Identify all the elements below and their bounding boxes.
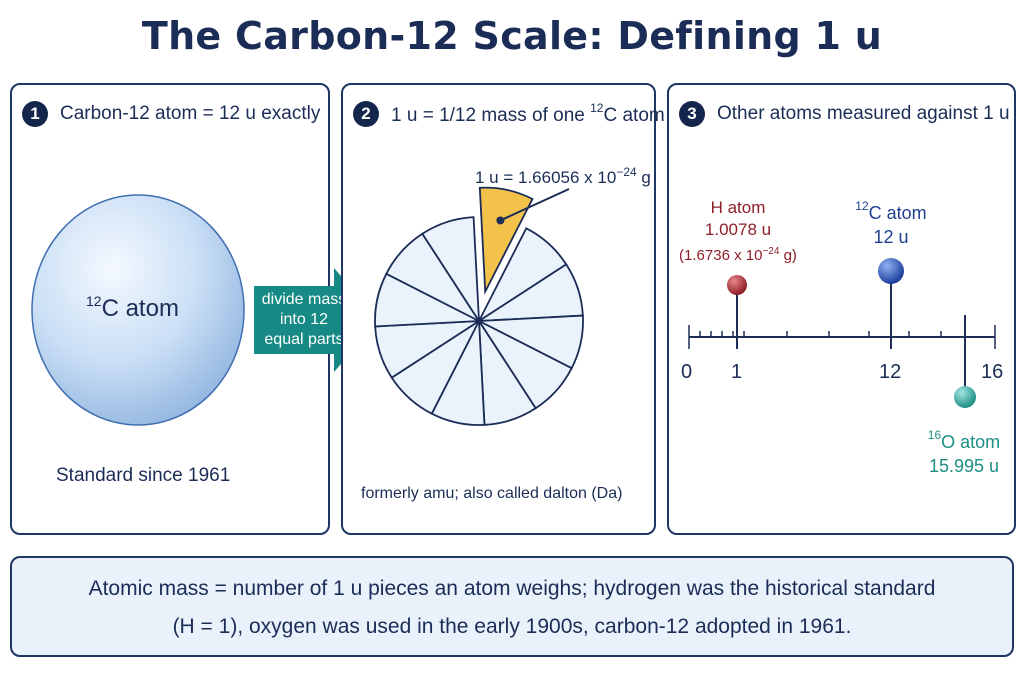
carbon-sphere-graphic bbox=[31, 194, 245, 426]
carbon-12-sphere bbox=[31, 194, 245, 426]
tick-label-16: 16 bbox=[981, 361, 1004, 383]
standard-since-label: Standard since 1961 bbox=[56, 465, 231, 486]
step-number-2: 2 bbox=[353, 101, 379, 127]
divide-arrow-label: divide mass into 12 equal parts bbox=[261, 291, 347, 348]
panel-unit-definition: 2 1 u = 1/12 mass of one 12C atom 1 u = … bbox=[341, 83, 665, 535]
pie-slice bbox=[421, 216, 481, 325]
summary-line-1: Atomic mass = number of 1 u pieces an at… bbox=[88, 577, 936, 600]
step-number-3: 3 bbox=[679, 101, 705, 127]
carbon-atom-label: 12C atom bbox=[86, 293, 179, 322]
tick-label-1: 1 bbox=[731, 361, 743, 383]
highlighted-slice bbox=[478, 186, 534, 296]
panel-atom-comparison: 3 Other atoms measured against 1 u bbox=[667, 83, 1016, 535]
summary-line-2: (H = 1), oxygen was used in the early 19… bbox=[172, 615, 852, 638]
c-atom-label: 12C atom 12 u bbox=[855, 199, 927, 247]
panel-2-heading: 2 1 u = 1/12 mass of one 12C atom bbox=[353, 101, 665, 127]
slice-pointer-line bbox=[499, 188, 570, 222]
panel-1-heading: 1 Carbon-12 atom = 12 u exactly bbox=[22, 101, 320, 127]
mass-number-line bbox=[688, 258, 996, 408]
h-atom-ball bbox=[727, 275, 747, 295]
panel-3-heading: 3 Other atoms measured against 1 u bbox=[679, 101, 1010, 127]
minor-ticks bbox=[688, 325, 996, 349]
summary-box: Atomic mass = number of 1 u pieces an at… bbox=[10, 556, 1014, 657]
panel-3-heading-text: Other atoms measured against 1 u bbox=[717, 103, 1010, 124]
o-atom-ball bbox=[954, 386, 976, 408]
tick-label-12: 12 bbox=[879, 361, 902, 383]
tick-label-0: 0 bbox=[681, 361, 693, 383]
h-atom-label: H atom 1.0078 u (1.6736 x 10−24 g) bbox=[679, 198, 797, 264]
step-number-1: 1 bbox=[22, 101, 48, 127]
page-title: The Carbon-12 Scale: Defining 1 u bbox=[141, 14, 883, 58]
unit-mass-value: 1 u = 1.66056 x 10−24 g bbox=[475, 165, 651, 187]
c-atom-ball bbox=[878, 258, 904, 284]
twelve-part-pie bbox=[374, 186, 584, 426]
panel-2-heading-text: 1 u = 1/12 mass of one 12C atom bbox=[391, 101, 665, 126]
panel-1-heading-text: Carbon-12 atom = 12 u exactly bbox=[60, 103, 321, 124]
dalton-note: formerly amu; also called dalton (Da) bbox=[361, 485, 623, 502]
o-atom-label: 16O atom 15.995 u bbox=[927, 428, 1001, 476]
